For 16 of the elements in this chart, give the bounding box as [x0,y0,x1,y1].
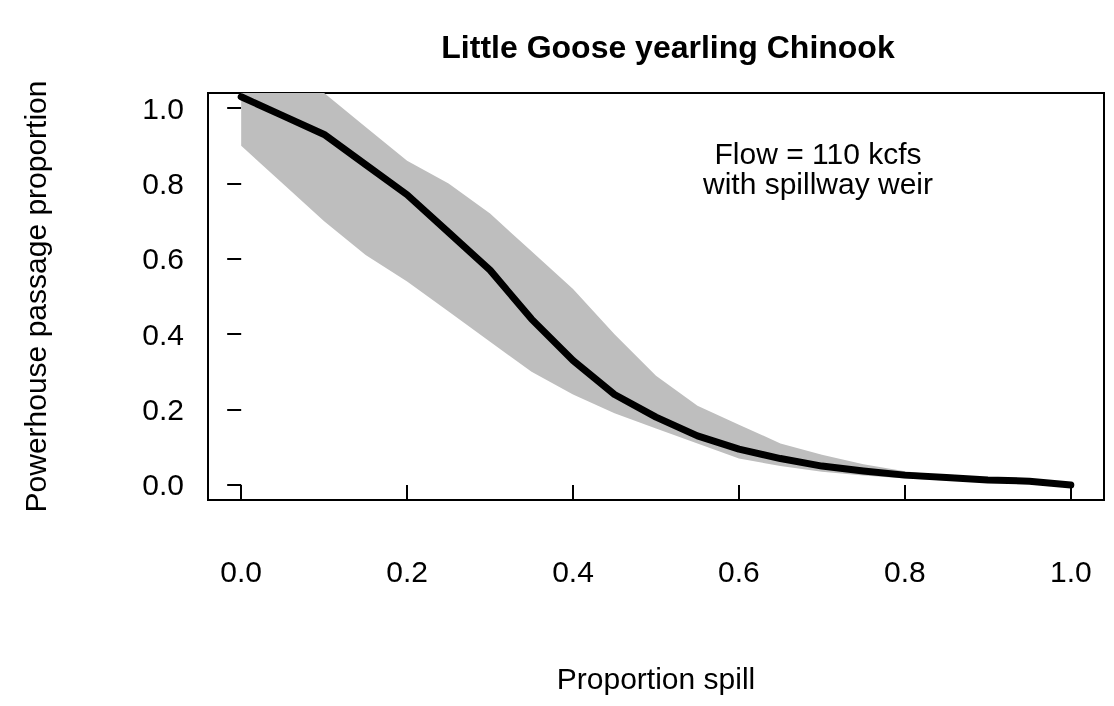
x-tick-label: 0.8 [884,554,926,588]
y-tick-label: 1.0 [142,91,184,125]
y-tick-label: 0.2 [142,393,184,427]
y-axis-title: Powerhouse passage proportion [18,80,52,513]
y-tick-label: 0.6 [142,242,184,276]
y-tick-label: 0.0 [142,468,184,502]
x-axis-title: Proportion spill [556,661,756,695]
y-tick-label: 0.4 [142,317,184,351]
annotation: Flow = 110 kcfs with spillway weir [701,136,934,200]
x-tick-label: 0.2 [386,554,428,588]
x-tick-label: 1.0 [1049,554,1092,588]
x-tick-label: 0.0 [220,554,263,588]
y-tick-label: 0.8 [142,166,184,200]
x-tick-label: 0.6 [718,554,760,588]
chart-title: Little Goose yearling Chinook [441,29,895,65]
x-tick-label: 0.4 [552,554,594,588]
